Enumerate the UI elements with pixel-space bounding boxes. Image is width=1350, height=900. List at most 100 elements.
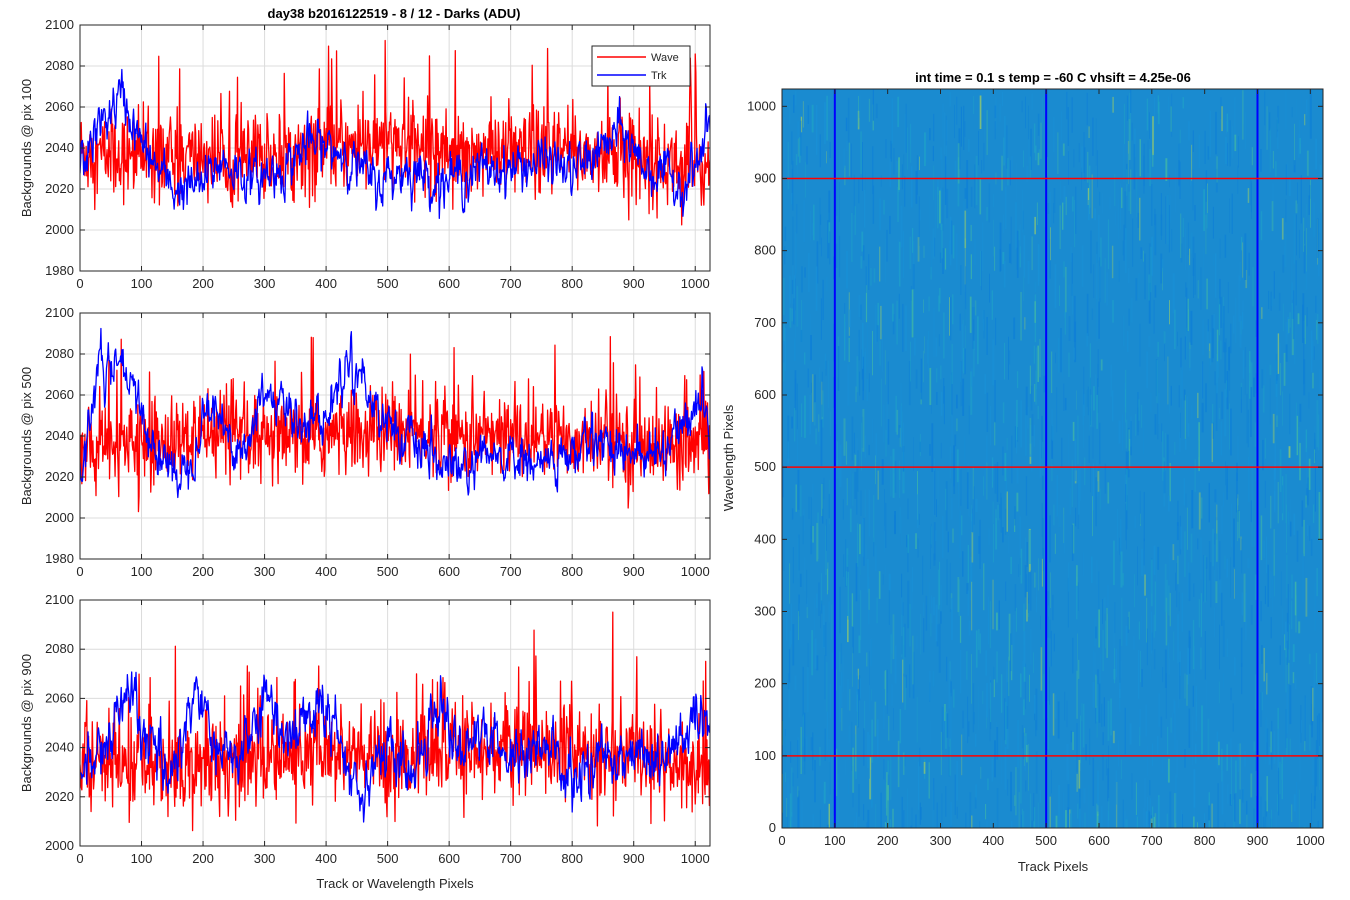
heatmap-streak	[1006, 661, 1008, 707]
heatmap-streak	[1016, 492, 1019, 512]
heatmap-streak	[935, 337, 938, 357]
heatmap-streak	[950, 497, 953, 520]
heatmap-streak	[1050, 630, 1052, 667]
heatmap-streak	[1011, 435, 1013, 484]
heatmap-streak	[1066, 700, 1068, 728]
heatmap-streak	[872, 185, 875, 224]
heatmap-streak	[950, 801, 952, 828]
heatmap-streak	[1169, 174, 1170, 188]
heatmap-streak	[1251, 180, 1252, 219]
heatmap-streak	[1237, 494, 1239, 511]
heatmap-streak	[787, 415, 790, 459]
heatmap-streak	[798, 611, 799, 641]
heatmap-streak	[1064, 266, 1067, 313]
heatmap-streak	[826, 824, 829, 828]
heatmap-streak	[1291, 282, 1294, 300]
heatmap-streak	[1315, 295, 1317, 313]
heatmap-streak	[1041, 97, 1043, 124]
heatmap-streak	[897, 186, 899, 222]
heatmap-streak	[1312, 504, 1315, 524]
heatmap-streak	[910, 124, 912, 145]
heatmap-streak	[1033, 345, 1035, 364]
heatmap-streak	[1272, 547, 1273, 586]
x-tick-label: 900	[623, 851, 645, 866]
heatmap-streak	[843, 148, 846, 168]
heatmap-streak	[1154, 285, 1157, 298]
heatmap-streak	[898, 469, 901, 481]
heatmap-streak	[972, 683, 975, 733]
heatmap-streak	[1125, 625, 1128, 646]
heatmap-streak	[1318, 220, 1321, 233]
heatmap-streak	[1130, 416, 1132, 447]
heatmap-streak	[1286, 612, 1288, 632]
heatmap-streak	[1179, 161, 1181, 199]
heatmap-streak	[1161, 423, 1163, 442]
heatmap-streak	[804, 352, 806, 365]
heatmap-streak	[873, 268, 876, 283]
heatmap-streak	[851, 213, 853, 262]
heatmap-streak	[794, 338, 796, 362]
heatmap-streak	[935, 604, 938, 642]
heatmap-streak	[1162, 667, 1164, 683]
heatmap-streak	[1041, 502, 1043, 537]
heatmap-streak	[1291, 574, 1293, 599]
heatmap-streak	[959, 615, 962, 643]
x-tick-label: 600	[438, 276, 460, 291]
heatmap-streak	[957, 143, 960, 184]
heatmap-streak	[1218, 408, 1220, 420]
heatmap-streak	[885, 238, 886, 283]
heatmap-streak	[1031, 820, 1033, 828]
heatmap-streak	[994, 463, 997, 494]
heatmap-streak	[1251, 147, 1253, 166]
heatmap-streak	[989, 601, 991, 649]
heatmap-streak	[1297, 182, 1298, 204]
heatmap-streak	[1229, 120, 1231, 167]
heatmap-streak	[1150, 665, 1152, 679]
heatmap-streak	[1179, 129, 1181, 144]
heatmap-streak	[949, 738, 952, 776]
y-tick-label: 2100	[45, 305, 74, 320]
heatmap-streak	[1065, 810, 1067, 828]
heatmap-streak	[1313, 346, 1315, 360]
heatmap-streak	[1092, 427, 1094, 459]
heatmap-streak	[858, 675, 861, 701]
heatmap-streak	[1288, 319, 1290, 333]
heatmap-streak	[900, 516, 902, 546]
heatmap-streak	[1192, 169, 1194, 211]
heatmap-streak	[795, 154, 798, 166]
heatmap-streak	[1205, 557, 1208, 569]
heatmap-streak	[890, 140, 892, 162]
heatmap-streak	[1277, 117, 1278, 130]
heatmap-streak	[966, 651, 968, 680]
heatmap-streak	[1053, 633, 1055, 652]
heatmap-streak	[1192, 130, 1194, 152]
heatmap-streak	[1234, 134, 1237, 152]
heatmap-streak	[1242, 242, 1244, 278]
x-tick-label: 200	[192, 564, 214, 579]
heatmap-streak	[1064, 397, 1067, 411]
series-wave-line	[80, 611, 710, 832]
heatmap-streak	[836, 180, 838, 216]
heatmap-streak	[1170, 106, 1172, 132]
heatmap-streak	[1233, 518, 1235, 568]
heatmap-streak	[1092, 757, 1095, 806]
heatmap-streak	[1049, 666, 1050, 705]
heatmap-streak	[1285, 164, 1287, 196]
heatmap-streak	[1151, 611, 1153, 654]
heatmap-streak	[970, 224, 972, 242]
heatmap-streak	[972, 307, 975, 349]
heatmap-streak	[855, 563, 858, 602]
heatmap-streak	[1215, 383, 1218, 431]
heatmap-streak	[943, 312, 945, 359]
heatmap-streak	[1122, 240, 1124, 256]
heatmap-streak	[912, 651, 915, 699]
heatmap-streak	[1068, 352, 1070, 377]
heatmap-streak	[1168, 585, 1170, 616]
heatmap-streak	[1072, 283, 1073, 315]
heatmap-streak	[1145, 704, 1148, 737]
heatmap-streak	[846, 478, 848, 506]
heatmap-streak	[1266, 776, 1268, 812]
heatmap-streak	[1084, 812, 1086, 828]
heatmap-streak	[1035, 688, 1038, 731]
heatmap-streak	[1055, 352, 1056, 364]
